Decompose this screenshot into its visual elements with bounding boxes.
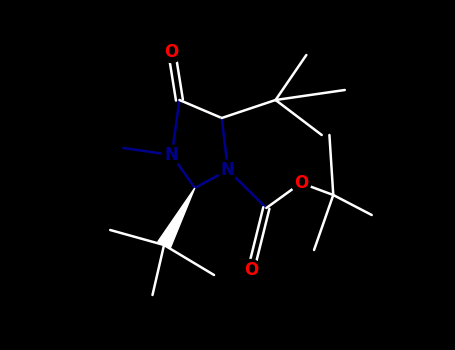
Polygon shape bbox=[158, 188, 195, 248]
Circle shape bbox=[291, 173, 311, 193]
Circle shape bbox=[218, 160, 238, 180]
Circle shape bbox=[162, 145, 182, 165]
Text: N: N bbox=[165, 146, 179, 164]
Circle shape bbox=[161, 42, 182, 63]
Text: O: O bbox=[165, 43, 179, 61]
Circle shape bbox=[240, 259, 262, 280]
Text: N: N bbox=[221, 161, 235, 179]
Text: O: O bbox=[244, 261, 258, 279]
Text: O: O bbox=[294, 174, 308, 192]
